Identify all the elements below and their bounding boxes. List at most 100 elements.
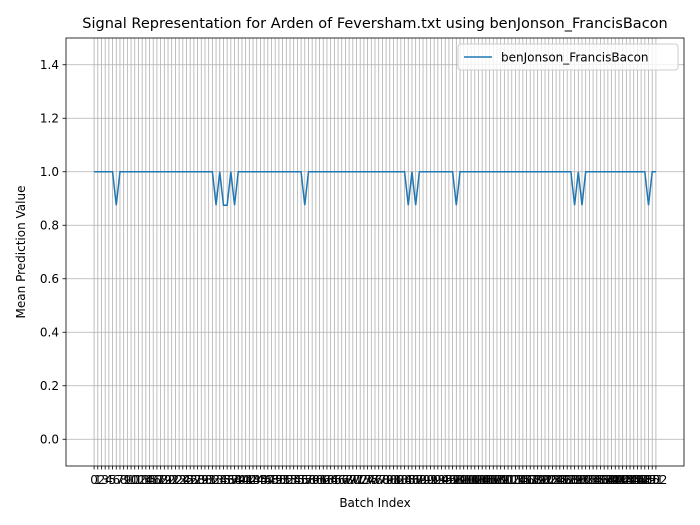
- x-tick-label: 139: [596, 473, 619, 487]
- x-tick-label: 42: [242, 473, 257, 487]
- x-tick-label: 75: [364, 473, 379, 487]
- x-tick-label: 56: [293, 473, 308, 487]
- x-tick-label: 52: [279, 473, 294, 487]
- x-tick-label: 143: [611, 473, 634, 487]
- x-tick-label: 11: [127, 473, 142, 487]
- x-tick-label: 36: [220, 473, 235, 487]
- y-tick-label: 1.4: [40, 58, 59, 72]
- x-tick-label: 104: [467, 473, 490, 487]
- x-tick-label: 51: [275, 473, 290, 487]
- x-tick-label: 14: [138, 473, 153, 487]
- x-tick-label: 71: [349, 473, 364, 487]
- x-tick-label: 150: [637, 473, 660, 487]
- x-tick-label: 41: [238, 473, 253, 487]
- x-tick-label: 43: [245, 473, 260, 487]
- x-tick-label: 67: [334, 473, 349, 487]
- x-tick-label: 62: [316, 473, 331, 487]
- line-series: [94, 171, 656, 206]
- x-tick-label: 125: [545, 473, 568, 487]
- x-tick-label: 87: [408, 473, 423, 487]
- x-tick-label: 129: [559, 473, 582, 487]
- x-tick-label: 22: [168, 473, 183, 487]
- x-tick-label: 124: [541, 473, 564, 487]
- x-tick-label: 133: [574, 473, 597, 487]
- x-tick-label: 82: [390, 473, 405, 487]
- x-tick-label: 113: [500, 473, 523, 487]
- x-tick-label: 80: [382, 473, 397, 487]
- x-tick-label: 29: [194, 473, 209, 487]
- x-tick-label: 44: [249, 473, 264, 487]
- x-tick-label: 25: [179, 473, 194, 487]
- x-tick-label: 16: [146, 473, 161, 487]
- x-tick-label: 27: [186, 473, 201, 487]
- x-tick-label: 69: [341, 473, 356, 487]
- x-tick-label: 112: [497, 473, 520, 487]
- x-tick-label: 100: [452, 473, 475, 487]
- x-tick-label: 24: [175, 473, 190, 487]
- x-tick-label: 86: [404, 473, 419, 487]
- x-tick-label: 15: [142, 473, 157, 487]
- x-tick-label: 60: [308, 473, 323, 487]
- x-tick-label: 79: [378, 473, 393, 487]
- x-tick-label: 48: [264, 473, 279, 487]
- x-tick-label: 53: [282, 473, 297, 487]
- x-tick-label: 148: [630, 473, 653, 487]
- x-tick-label: 59: [305, 473, 320, 487]
- x-tick-label: 134: [578, 473, 601, 487]
- x-tick-label: 37: [223, 473, 238, 487]
- x-tick-label: 123: [537, 473, 560, 487]
- x-tick-label: 68: [338, 473, 353, 487]
- y-tick-label: 1.2: [40, 111, 59, 125]
- x-tick-label: 32: [205, 473, 220, 487]
- x-tick-label: 140: [600, 473, 623, 487]
- x-tick-label: 74: [360, 473, 375, 487]
- x-tick-label: 26: [183, 473, 198, 487]
- x-tick-label: 108: [482, 473, 505, 487]
- x-tick-label: 23: [171, 473, 186, 487]
- x-tick-label: 151: [641, 473, 664, 487]
- x-tick-label: 98: [449, 473, 464, 487]
- x-tick-label: 102: [460, 473, 483, 487]
- x-tick-label: 121: [530, 473, 553, 487]
- x-tick-label: 105: [471, 473, 494, 487]
- x-tick-label: 120: [526, 473, 549, 487]
- x-tick-label: 107: [478, 473, 501, 487]
- x-tick-label: 127: [552, 473, 575, 487]
- x-tick-label: 58: [301, 473, 316, 487]
- legend-label: benJonson_FrancisBacon: [501, 51, 649, 65]
- x-tick-label: 131: [567, 473, 590, 487]
- x-tick-label: 4: [105, 473, 113, 487]
- x-tick-label: 95: [438, 473, 453, 487]
- x-tick-label: 109: [486, 473, 509, 487]
- x-tick-label: 78: [375, 473, 390, 487]
- x-tick-label: 106: [474, 473, 497, 487]
- x-tick-label: 92: [426, 473, 441, 487]
- x-tick-label: 46: [256, 473, 271, 487]
- x-tick-label: 8: [120, 473, 128, 487]
- x-tick-label: 130: [563, 473, 586, 487]
- x-tick-label: 141: [604, 473, 627, 487]
- x-tick-label: 97: [445, 473, 460, 487]
- y-tick-label: 0.4: [40, 325, 59, 339]
- y-tick-label: 0.8: [40, 218, 59, 232]
- x-tick-label: 45: [253, 473, 268, 487]
- x-tick-label: 61: [312, 473, 327, 487]
- x-tick-label: 77: [371, 473, 386, 487]
- x-tick-label: 119: [522, 473, 545, 487]
- x-tick-label: 17: [149, 473, 164, 487]
- x-tick-label: 101: [456, 473, 479, 487]
- x-tick-label: 144: [615, 473, 638, 487]
- x-tick-label: 3: [101, 473, 109, 487]
- x-tick-label: 9: [124, 473, 132, 487]
- x-tick-label: 90: [419, 473, 434, 487]
- x-tick-label: 111: [493, 473, 516, 487]
- x-tick-label: 47: [260, 473, 275, 487]
- x-tick-label: 128: [556, 473, 579, 487]
- x-tick-label: 50: [271, 473, 286, 487]
- x-tick-label: 132: [571, 473, 594, 487]
- x-tick-label: 138: [593, 473, 616, 487]
- x-tick-label: 38: [227, 473, 242, 487]
- x-tick-label: 63: [319, 473, 334, 487]
- x-tick-label: 122: [534, 473, 557, 487]
- x-tick-label: 0: [90, 473, 98, 487]
